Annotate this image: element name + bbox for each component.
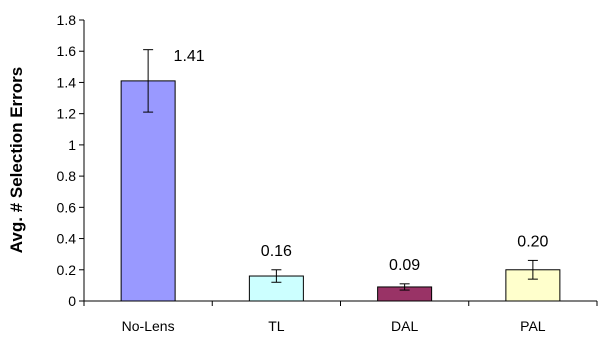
error-bars	[143, 49, 538, 291]
error-bar-no-lens	[143, 49, 154, 113]
y-tick-label: 0.8	[57, 168, 77, 184]
data-label-pal: 0.20	[517, 233, 548, 250]
error-bar-pal	[527, 259, 538, 280]
data-label-tl: 0.16	[261, 243, 292, 260]
y-tick-label: 0.4	[57, 231, 77, 247]
y-tick-label: 1.4	[57, 74, 77, 90]
x-tick-label-dal: DAL	[391, 318, 418, 334]
y-axis-ticks: 0 0.2 0.4 0.6 0.8 1 1.2 1.4 1.6 1.8	[57, 12, 84, 309]
y-tick-label: 1	[68, 137, 76, 153]
y-tick-label: 0.6	[57, 199, 77, 215]
data-label-no-lens: 1.41	[174, 48, 205, 65]
data-labels: 1.41 0.16 0.09 0.20	[174, 48, 549, 274]
error-bar-dal	[399, 283, 410, 291]
x-tick-label-no-lens: No-Lens	[122, 318, 175, 334]
data-label-dal: 0.09	[389, 257, 420, 274]
y-tick-label: 1.6	[57, 43, 77, 59]
y-axis-label: Avg. # Selection Errors	[7, 67, 26, 253]
x-tick-label-tl: TL	[268, 318, 285, 334]
y-tick-label: 0.2	[57, 262, 77, 278]
y-tick-label: 0	[68, 293, 76, 309]
x-tick-label-pal: PAL	[520, 318, 546, 334]
y-tick-label: 1.2	[57, 106, 77, 122]
bars	[120, 80, 561, 302]
y-tick-label: 1.8	[57, 12, 77, 28]
bar-no-lens	[120, 80, 176, 302]
x-axis-tick-labels: No-Lens TL DAL PAL	[83, 301, 598, 334]
error-bar-tl	[271, 269, 282, 283]
